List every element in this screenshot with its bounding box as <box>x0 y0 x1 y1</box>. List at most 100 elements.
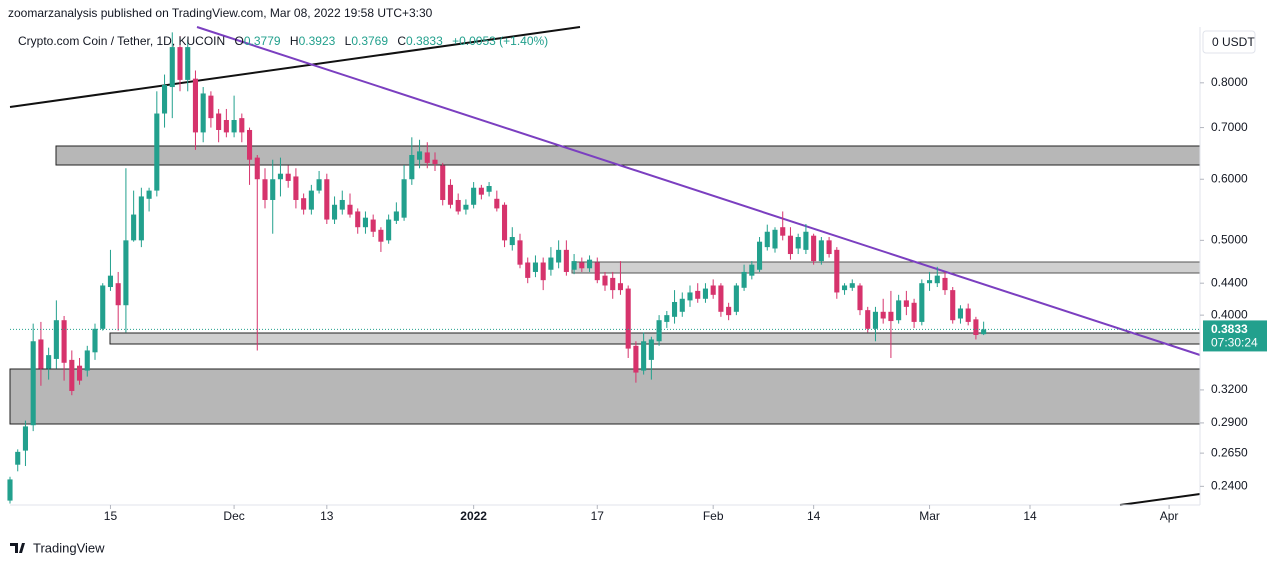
candle-body <box>818 240 824 262</box>
candle-body <box>92 328 98 353</box>
candle-body <box>486 186 492 192</box>
x-tick-label: Feb <box>703 509 724 523</box>
candle-body <box>563 249 569 272</box>
candle-body <box>316 179 322 191</box>
candle-body <box>223 120 229 133</box>
candle-body <box>471 187 477 205</box>
candle-body <box>123 240 129 306</box>
candle-body <box>76 365 83 381</box>
candle-body <box>293 176 299 200</box>
candle-body <box>610 277 616 291</box>
candle-body <box>965 308 971 322</box>
candle-body <box>926 280 933 284</box>
candle-body <box>432 159 438 164</box>
candle-body <box>540 262 546 281</box>
candle-body <box>950 290 956 321</box>
y-tick-label: 0.3200 <box>1211 382 1248 396</box>
candle-body <box>301 198 307 210</box>
candle-body <box>525 262 531 278</box>
candle-body <box>38 339 44 369</box>
zone <box>109 332 1201 345</box>
candle-body <box>579 262 585 269</box>
currency[interactable]: 0 USDT <box>1212 35 1255 49</box>
legend-close: 0.3833 <box>406 34 443 48</box>
candle-body <box>46 355 52 369</box>
candle-body <box>872 311 879 329</box>
x-tick-label: 17 <box>591 509 605 523</box>
candle-body <box>664 315 670 322</box>
y-tick-label: 0.6000 <box>1211 171 1248 185</box>
candle-body <box>517 240 523 265</box>
legend-l: L <box>345 34 352 48</box>
candle-body <box>641 341 647 371</box>
candle-body <box>246 129 253 160</box>
candle-body <box>355 211 361 228</box>
candle-body <box>138 196 144 241</box>
candle-body <box>169 47 175 88</box>
candle-body <box>656 320 662 342</box>
currency-button[interactable] <box>1202 30 1256 54</box>
candle-body <box>586 259 593 269</box>
candle-body <box>509 237 515 246</box>
candle-body <box>780 227 786 236</box>
legend-open: 0.3779 <box>244 34 281 48</box>
candle-body <box>177 47 183 80</box>
candle-body <box>957 308 964 319</box>
candle-body <box>756 241 763 270</box>
candle-body <box>718 285 724 312</box>
candle-body <box>447 184 454 205</box>
y-tick-label: 0.4400 <box>1211 275 1248 289</box>
countdown: 07:30:24 <box>1211 336 1258 350</box>
candle-body <box>617 283 624 291</box>
candle-body <box>857 285 863 311</box>
candle-body <box>347 204 353 215</box>
candle-body <box>741 271 747 288</box>
candle-body <box>200 93 206 133</box>
candle-body <box>455 199 461 212</box>
candle-body <box>772 229 778 249</box>
candle-body <box>981 329 987 335</box>
candle-body <box>826 240 832 255</box>
candle-body <box>896 300 902 321</box>
legend-change: +0.0053 (+1.40%) <box>452 34 548 48</box>
candle-body <box>911 302 917 322</box>
candle-body <box>795 237 801 249</box>
y-tick-label: 0.8000 <box>1211 75 1248 89</box>
candle-body <box>903 300 909 307</box>
candle-body <box>131 214 137 241</box>
candle-body <box>22 426 29 451</box>
candle-body <box>30 341 36 426</box>
candle-body <box>787 235 794 255</box>
symbol-legend: Crypto.com Coin / Tether, 1D, KUCOIN O0.… <box>18 34 548 48</box>
candle-body <box>393 211 399 221</box>
candle-body <box>53 320 59 359</box>
candle-body <box>811 235 817 262</box>
last-price-label: 0.3833 <box>1211 322 1248 336</box>
candle-body <box>478 187 484 195</box>
footer: TradingView <box>33 540 105 555</box>
logo: TradingView <box>10 540 105 555</box>
legend-h: H <box>290 34 299 48</box>
candle-body <box>764 231 770 248</box>
candle-body <box>919 283 925 322</box>
candle-body <box>440 165 446 200</box>
candle-body <box>679 298 685 312</box>
x-tick-label: 13 <box>320 509 334 523</box>
zone <box>9 368 1201 425</box>
candle-body <box>803 231 809 250</box>
candle-body <box>424 152 430 163</box>
y-tick-label: 0.2900 <box>1211 415 1248 429</box>
candle-body <box>702 288 709 299</box>
candle-body <box>308 190 314 210</box>
candle-body <box>324 179 330 220</box>
candle-body <box>208 95 214 119</box>
candle-body <box>339 199 345 210</box>
candle-body <box>463 204 469 210</box>
x-tick-label: 2022 <box>460 509 487 523</box>
x-tick-label: 14 <box>1023 509 1037 523</box>
candle-body <box>571 261 577 270</box>
candle-body <box>370 219 376 232</box>
candle-body <box>687 292 693 301</box>
candle-body <box>386 219 392 241</box>
